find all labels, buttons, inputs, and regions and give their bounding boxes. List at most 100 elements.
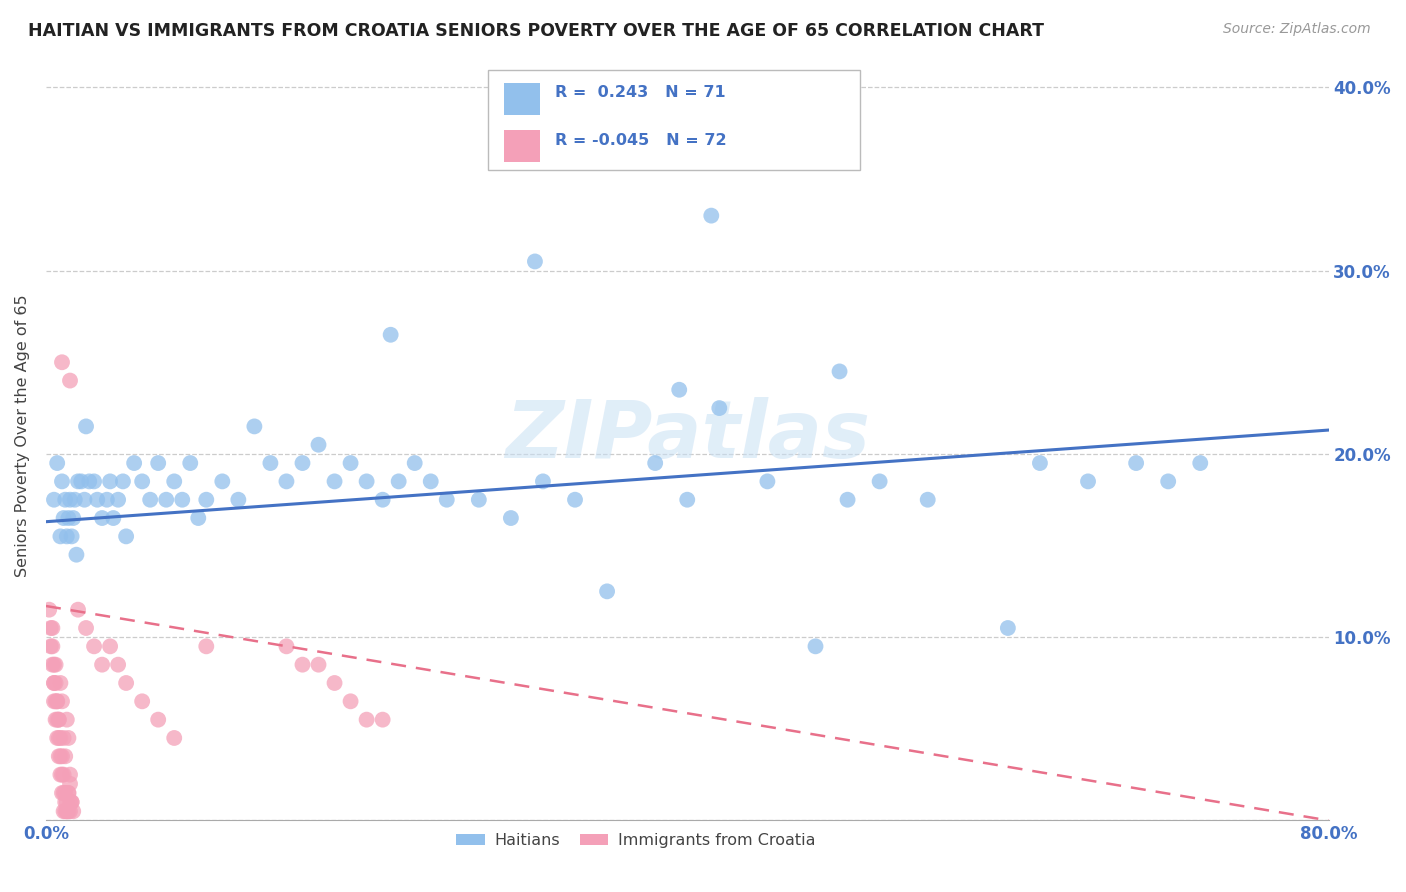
Point — [53, 786, 76, 800]
Point — [1125, 456, 1147, 470]
Point — [122, 456, 145, 470]
Point — [91, 511, 114, 525]
Point — [98, 475, 121, 489]
Point — [499, 511, 522, 525]
Point — [59, 805, 82, 819]
Point — [308, 438, 330, 452]
Point — [56, 805, 79, 819]
Point — [65, 548, 87, 562]
Point — [67, 475, 90, 489]
Point — [59, 492, 82, 507]
FancyBboxPatch shape — [503, 129, 540, 162]
Point — [41, 657, 63, 672]
Point — [59, 777, 82, 791]
Point — [42, 676, 65, 690]
Point — [45, 657, 67, 672]
Point — [148, 713, 170, 727]
Point — [96, 492, 118, 507]
Point — [46, 694, 69, 708]
Point — [53, 492, 76, 507]
Point — [404, 456, 426, 470]
Point — [155, 492, 177, 507]
Point — [58, 511, 80, 525]
Point — [56, 713, 79, 727]
FancyBboxPatch shape — [488, 70, 860, 170]
Point — [49, 767, 72, 781]
Point — [83, 640, 105, 654]
Point — [49, 529, 72, 543]
Text: Source: ZipAtlas.com: Source: ZipAtlas.com — [1223, 22, 1371, 37]
Point — [59, 767, 82, 781]
Point — [323, 676, 346, 690]
Point — [107, 657, 129, 672]
Point — [276, 640, 298, 654]
Point — [436, 492, 458, 507]
Legend: Haitians, Immigrants from Croatia: Haitians, Immigrants from Croatia — [450, 827, 823, 855]
Point — [356, 713, 378, 727]
Point — [42, 694, 65, 708]
Point — [52, 511, 75, 525]
Text: ZIPatlas: ZIPatlas — [505, 397, 870, 475]
Point — [45, 676, 67, 690]
Point — [308, 657, 330, 672]
Point — [804, 640, 827, 654]
Point — [42, 657, 65, 672]
Text: HAITIAN VS IMMIGRANTS FROM CROATIA SENIORS POVERTY OVER THE AGE OF 65 CORRELATIO: HAITIAN VS IMMIGRANTS FROM CROATIA SENIO… — [28, 22, 1045, 40]
Point — [62, 805, 84, 819]
Point — [49, 731, 72, 745]
Point — [531, 475, 554, 489]
Point — [58, 786, 80, 800]
Point — [276, 475, 298, 489]
Point — [523, 254, 546, 268]
Point — [38, 602, 60, 616]
Point — [103, 511, 125, 525]
Point — [828, 364, 851, 378]
Point — [52, 786, 75, 800]
Point — [709, 401, 731, 415]
Point — [131, 475, 153, 489]
Point — [917, 492, 939, 507]
Point — [211, 475, 233, 489]
Point — [179, 456, 201, 470]
Point — [60, 529, 83, 543]
Point — [107, 492, 129, 507]
Point — [323, 475, 346, 489]
Point — [371, 713, 394, 727]
Point — [564, 492, 586, 507]
Point — [596, 584, 619, 599]
Point — [56, 805, 79, 819]
Point — [187, 511, 209, 525]
Point — [91, 657, 114, 672]
FancyBboxPatch shape — [503, 83, 540, 115]
Point — [111, 475, 134, 489]
Point — [86, 492, 108, 507]
Point — [668, 383, 690, 397]
Point — [1077, 475, 1099, 489]
Point — [371, 492, 394, 507]
Point — [52, 767, 75, 781]
Point — [56, 795, 79, 809]
Point — [51, 767, 73, 781]
Point — [339, 694, 361, 708]
Point — [59, 795, 82, 809]
Point — [60, 795, 83, 809]
Point — [48, 731, 70, 745]
Point — [676, 492, 699, 507]
Point — [67, 602, 90, 616]
Point — [1029, 456, 1052, 470]
Point — [59, 374, 82, 388]
Point — [56, 529, 79, 543]
Point — [42, 676, 65, 690]
Point — [46, 694, 69, 708]
Point — [58, 786, 80, 800]
Point — [48, 713, 70, 727]
Point — [53, 749, 76, 764]
Point — [195, 492, 218, 507]
Point — [48, 713, 70, 727]
Point — [39, 621, 62, 635]
Point — [52, 731, 75, 745]
Point — [58, 805, 80, 819]
Point — [1189, 456, 1212, 470]
Point — [41, 640, 63, 654]
Point — [49, 749, 72, 764]
